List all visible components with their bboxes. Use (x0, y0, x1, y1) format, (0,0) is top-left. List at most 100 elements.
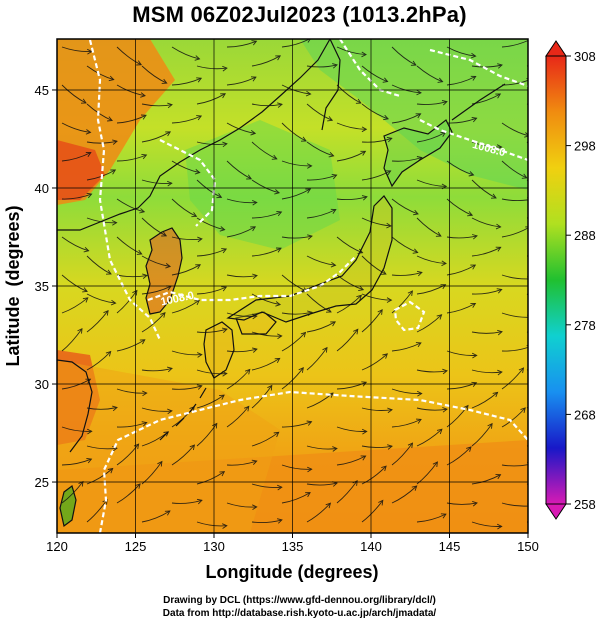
streamline (336, 480, 358, 504)
streamline (306, 445, 337, 450)
streamline (112, 139, 118, 145)
isobar-contour (339, 39, 528, 162)
streamline (171, 444, 195, 466)
streamline (442, 368, 448, 375)
y-axis-ticks: 25 30 35 40 45 (35, 83, 57, 490)
streamline (281, 188, 311, 200)
streamline (492, 391, 499, 398)
streamline (86, 445, 117, 450)
streamline (226, 348, 258, 353)
streamline (416, 65, 443, 83)
streamline (139, 208, 146, 214)
streamline (497, 369, 503, 376)
streamline (332, 446, 338, 452)
streamline (411, 485, 418, 491)
japan-sea-region (185, 120, 340, 250)
streamline (360, 455, 367, 461)
streamline (222, 371, 228, 377)
streamline (440, 284, 447, 290)
streamline (490, 193, 497, 199)
streamline (251, 459, 258, 466)
streamline (281, 311, 313, 315)
streamline (361, 65, 388, 83)
streamline (171, 264, 201, 276)
streamline (416, 461, 438, 485)
streamline (196, 217, 225, 231)
streamline (141, 217, 167, 237)
streamline (471, 331, 503, 334)
streamline (189, 406, 195, 412)
streamline (305, 188, 312, 194)
streamline (140, 92, 146, 98)
streamline (361, 217, 391, 227)
streamline (416, 101, 448, 105)
streamline (336, 122, 367, 130)
x-tick-label: 140 (360, 539, 382, 554)
streamline (196, 369, 227, 375)
streamline (191, 212, 198, 218)
y-tick-label: 45 (35, 83, 49, 98)
streamline (336, 196, 368, 201)
streamline (141, 179, 172, 184)
streamline (487, 422, 493, 429)
streamline (415, 342, 422, 348)
streamline (436, 428, 443, 435)
streamline (471, 381, 478, 387)
coastlines (57, 39, 506, 528)
streamline (196, 248, 227, 257)
streamline (277, 102, 283, 108)
streamline (521, 173, 528, 179)
streamline (222, 65, 228, 72)
streamline (61, 152, 92, 162)
streamline (357, 248, 364, 254)
streamline (165, 263, 172, 269)
streamline (416, 369, 448, 373)
streamline (252, 199, 258, 206)
streamline (306, 420, 313, 426)
streamline (440, 513, 447, 519)
streamline (78, 480, 84, 487)
streamline (471, 423, 493, 447)
streamline (194, 299, 200, 306)
streamline (135, 483, 141, 489)
streamline (196, 384, 203, 390)
streamline (495, 246, 502, 252)
streamline (252, 504, 258, 510)
streamline (495, 223, 502, 230)
streamline (103, 309, 109, 316)
streamline (194, 55, 201, 61)
streamline (360, 150, 367, 156)
streamline (163, 431, 170, 437)
streamline (471, 217, 501, 228)
streamline (472, 352, 478, 359)
streamline (306, 209, 337, 219)
streamline (116, 274, 148, 278)
streamline (336, 84, 362, 104)
streamline (110, 169, 117, 175)
streamline (251, 347, 258, 353)
x-tick-label: 135 (282, 539, 304, 554)
streamline (355, 98, 362, 104)
streamline (306, 482, 338, 486)
streamline (61, 274, 88, 292)
streamline (194, 169, 201, 175)
streamline (381, 465, 387, 472)
streamline (391, 388, 422, 395)
streamline (471, 64, 503, 68)
streamline (116, 84, 146, 97)
streamline (107, 116, 113, 122)
y-axis-title: Latitude (degrees) (3, 205, 23, 366)
streamline (86, 192, 93, 199)
streamline (306, 255, 336, 266)
streamline (216, 193, 223, 199)
streamline (251, 431, 279, 447)
streamline (86, 293, 116, 304)
streamline (161, 78, 168, 84)
x-tick-label: 145 (439, 539, 461, 554)
streamline (306, 103, 333, 121)
streamline (86, 217, 117, 224)
streamline (226, 76, 257, 86)
streamline (132, 289, 138, 296)
streamline (501, 312, 528, 318)
streamline (250, 226, 257, 232)
